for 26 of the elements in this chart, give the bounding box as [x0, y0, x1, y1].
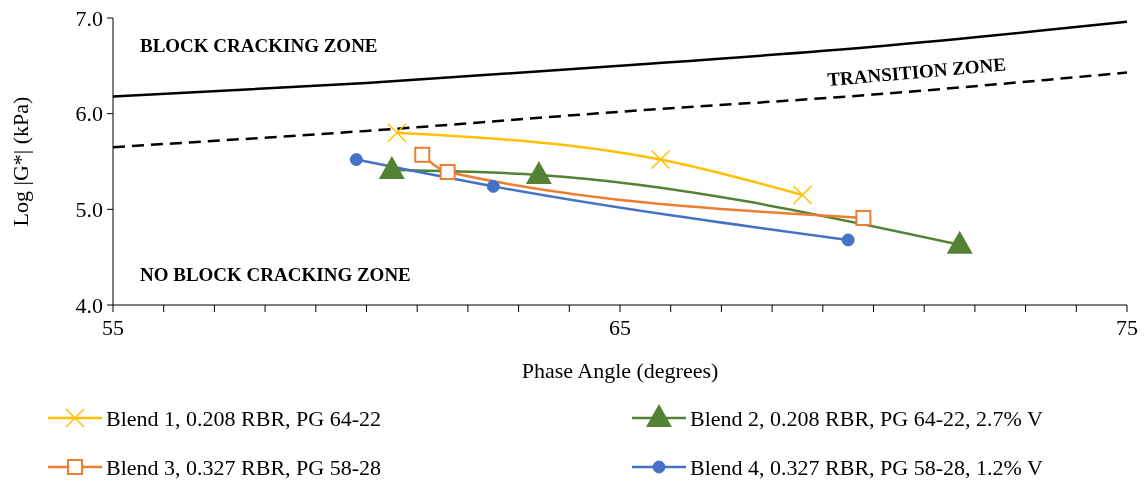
legend-label: Blend 2, 0.208 RBR, PG 64-22, 2.7% V [690, 405, 1043, 431]
point [650, 149, 671, 170]
legend-label: Blend 3, 0.327 RBR, PG 58-28 [106, 454, 382, 480]
x-axis-title: Phase Angle (degrees) [521, 358, 719, 383]
annotation: BLOCK CRACKING ZONE [140, 35, 378, 56]
point [439, 164, 456, 181]
point [378, 156, 405, 180]
y-tick-label: 4.0 [75, 292, 103, 318]
x-tick-label: 55 [102, 315, 124, 340]
point [841, 233, 855, 247]
x-tick-label: 65 [609, 315, 631, 340]
legend-label: Blend 1, 0.208 RBR, PG 64-22 [106, 405, 382, 431]
point [349, 153, 363, 167]
legend-label: Blend 4, 0.327 RBR, PG 58-28, 1.2% V [690, 454, 1043, 480]
y-axis-title: Log |G*| (kPa) [8, 96, 33, 227]
point [414, 146, 431, 163]
annotation: NO BLOCK CRACKING ZONE [140, 264, 411, 285]
point [792, 185, 813, 205]
y-tick-label: 7.0 [75, 5, 103, 31]
point [855, 209, 872, 226]
point [486, 179, 500, 193]
x-tick-label: 75 [1116, 315, 1138, 340]
point [387, 123, 407, 143]
y-tick-label: 5.0 [75, 197, 103, 223]
y-tick-label: 6.0 [75, 101, 103, 127]
annotation: TRANSITION ZONE [826, 53, 1007, 90]
